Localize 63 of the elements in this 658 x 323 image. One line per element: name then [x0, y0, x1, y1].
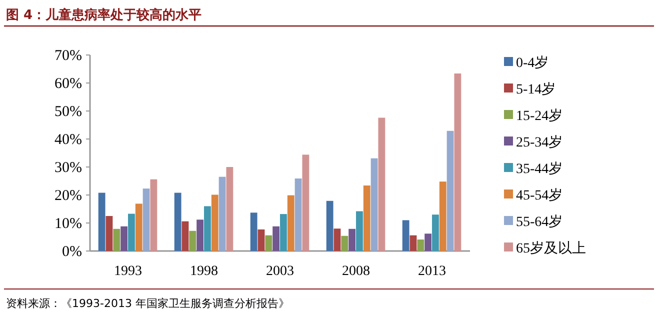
legend-label: 65岁及以上: [516, 240, 586, 256]
bar: [402, 220, 410, 251]
legend-label: 25-34岁: [516, 134, 563, 150]
bar: [439, 182, 446, 251]
legend-label: 0-4岁: [516, 55, 549, 71]
bar: [348, 228, 356, 251]
bar: [446, 130, 454, 251]
bar: [326, 200, 334, 251]
y-tick-label: 60%: [54, 76, 82, 92]
bar: [363, 185, 370, 251]
y-tick-label: 30%: [54, 160, 82, 176]
bar: [189, 230, 196, 251]
bar: [218, 176, 226, 251]
bar: [417, 240, 424, 251]
bar: [150, 179, 158, 251]
bar: [174, 192, 182, 251]
bar: [334, 228, 341, 251]
x-tick-label: 2003: [266, 264, 294, 279]
bar: [98, 192, 106, 251]
bar: [142, 188, 150, 251]
bar: [280, 214, 287, 251]
bar: [432, 214, 439, 251]
bar: [424, 234, 432, 251]
legend-label: 45-54岁: [516, 188, 563, 204]
bar: [265, 235, 272, 251]
x-tick-label: 1998: [190, 264, 218, 279]
y-tick-label: 40%: [54, 132, 82, 148]
legend-label: 35-44岁: [516, 161, 563, 177]
bar: [454, 73, 462, 251]
y-tick-label: 50%: [54, 104, 82, 120]
bar: [302, 154, 310, 251]
bar: [250, 212, 258, 251]
bar: [258, 229, 265, 251]
y-tick-label: 70%: [54, 48, 82, 64]
legend-label: 55-64岁: [516, 214, 563, 230]
bar: [341, 236, 348, 251]
bar: [294, 178, 302, 251]
chart-title: 图 4：儿童患病率处于较高的水平: [6, 7, 202, 23]
legend-label: 15-24岁: [516, 108, 563, 124]
bar: [356, 211, 363, 251]
bar: [204, 206, 211, 251]
bar: [226, 167, 234, 251]
bar: [410, 235, 417, 251]
bar: [113, 228, 120, 251]
y-tick-label: 20%: [54, 188, 82, 204]
bar: [378, 118, 386, 251]
bar: [287, 195, 294, 251]
bar: [182, 221, 189, 251]
bar: [272, 226, 280, 251]
y-tick-label: 10%: [54, 216, 82, 232]
x-tick-label: 2008: [342, 264, 370, 279]
bar: [370, 158, 378, 251]
bar: [120, 226, 128, 251]
bar: [196, 220, 204, 251]
bar: [106, 216, 113, 251]
text: 资料来源：《1993-2013 年国家卫生服务调查分析报告》: [6, 297, 290, 310]
y-tick-label: 0%: [62, 244, 82, 260]
bar: [128, 214, 135, 251]
bar: [211, 194, 218, 251]
bar: [135, 204, 142, 251]
x-tick-label: 1993: [114, 264, 142, 279]
x-tick-label: 2013: [418, 264, 446, 279]
legend-label: 5-14岁: [516, 82, 556, 98]
